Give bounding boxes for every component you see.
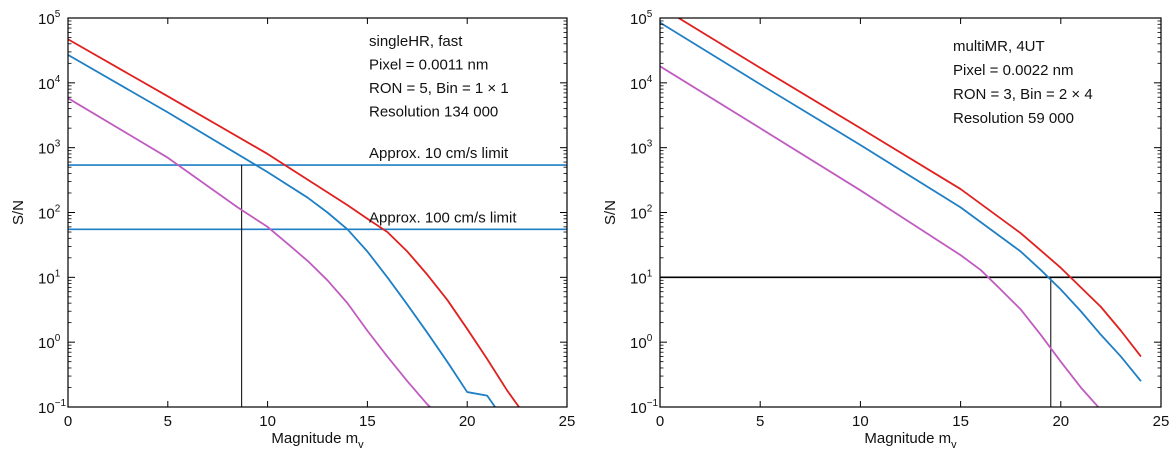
y-tick-base: 10 <box>38 335 55 352</box>
y-tick-base: 10 <box>630 270 647 287</box>
x-axis-label: Magnitude mv <box>271 430 364 451</box>
plot-frame <box>659 17 1162 408</box>
reference-line-label: Approx. 10 cm/s limit <box>369 145 509 162</box>
y-tick-base: 10 <box>630 206 647 223</box>
y-tick-label: 100 <box>38 333 61 352</box>
y-tick-exponent: 3 <box>647 139 653 150</box>
x-tick-label: 0 <box>64 413 72 430</box>
info-line: Pixel = 0.0022 nm <box>953 62 1074 79</box>
x-tick-label: 20 <box>459 413 476 430</box>
y-tick-exponent: 5 <box>55 9 61 20</box>
plot-area <box>68 38 567 407</box>
x-tick-label: 5 <box>756 413 764 430</box>
x-axis-label-text: Magnitude m <box>864 430 951 447</box>
y-tick-exponent: 1 <box>55 268 61 279</box>
y-tick-label: 104 <box>38 74 61 93</box>
x-tick-label: 25 <box>1153 413 1170 430</box>
x-axis-label-subscript: v <box>951 439 957 451</box>
series-line-2 <box>660 21 1142 382</box>
y-tick-base: 10 <box>38 270 55 287</box>
info-line: Pixel = 0.0011 nm <box>369 57 488 74</box>
series-line-2 <box>68 54 497 407</box>
info-line: RON = 3, Bin = 2 × 4 <box>953 86 1093 103</box>
series-line-3 <box>660 65 1100 407</box>
series-line-3 <box>68 97 432 407</box>
x-tick-label: 15 <box>952 413 969 430</box>
y-tick-exponent: 0 <box>647 333 653 344</box>
x-axis-label: Magnitude mv <box>864 430 957 451</box>
y-tick-exponent: 1 <box>647 268 653 279</box>
y-tick-base: 10 <box>38 11 55 28</box>
y-tick-base: 10 <box>38 141 55 158</box>
y-tick-exponent: 4 <box>647 74 653 85</box>
y-tick-exponent: 2 <box>55 204 61 215</box>
x-tick-label: 25 <box>559 413 576 430</box>
y-tick-exponent: −1 <box>55 398 67 409</box>
y-tick-base: 10 <box>38 206 55 223</box>
info-line: singleHR, fast <box>369 33 463 50</box>
y-tick-label: 101 <box>630 268 653 287</box>
y-tick-exponent: 4 <box>55 74 61 85</box>
info-line: RON = 5, Bin = 1 × 1 <box>369 80 509 97</box>
y-tick-base: 10 <box>630 11 647 28</box>
y-tick-base: 10 <box>630 335 647 352</box>
chart-panel-1: 0 5 10 15 20 2510−1100101102103104105Magnitud… <box>10 9 575 451</box>
y-tick-label: 102 <box>630 204 653 223</box>
y-tick-label: 10−1 <box>38 398 67 417</box>
x-tick-label: 5 <box>164 413 172 430</box>
y-tick-exponent: −1 <box>647 398 659 409</box>
x-tick-label: 10 <box>259 413 276 430</box>
info-line: Resolution 59 000 <box>953 110 1074 127</box>
series-line-1 <box>676 18 1142 358</box>
x-tick-label: 20 <box>1052 413 1069 430</box>
y-axis-label: S/N <box>10 200 27 225</box>
x-tick-label: 10 <box>852 413 869 430</box>
y-tick-base: 10 <box>38 400 55 417</box>
x-axis-label-text: Magnitude m <box>271 430 358 447</box>
x-axis-label-subscript: v <box>358 439 364 451</box>
y-tick-label: 10−1 <box>630 398 659 417</box>
y-tick-base: 10 <box>38 76 55 93</box>
y-axis-label: S/N <box>602 200 619 225</box>
plot-area <box>660 18 1161 407</box>
y-tick-label: 103 <box>630 139 653 158</box>
chart-panel-2: 0 5 10 15 20 2510−1100101102103104105Magnitud… <box>602 9 1170 451</box>
reference-line-label: Approx. 100 cm/s limit <box>369 209 517 226</box>
x-tick-label: 15 <box>359 413 376 430</box>
series-line-1 <box>68 38 521 407</box>
y-tick-base: 10 <box>630 400 647 417</box>
info-line: Resolution 134 000 <box>369 104 498 121</box>
y-tick-label: 104 <box>630 74 653 93</box>
y-tick-base: 10 <box>630 76 647 93</box>
x-tick-label: 0 <box>656 413 664 430</box>
y-tick-label: 101 <box>38 268 61 287</box>
y-tick-label: 100 <box>630 333 653 352</box>
y-tick-label: 105 <box>38 9 61 28</box>
y-tick-exponent: 3 <box>55 139 61 150</box>
y-tick-label: 103 <box>38 139 61 158</box>
y-tick-exponent: 0 <box>55 333 61 344</box>
info-line: multiMR, 4UT <box>953 38 1045 55</box>
y-tick-base: 10 <box>630 141 647 158</box>
y-tick-exponent: 2 <box>647 204 653 215</box>
y-tick-label: 105 <box>630 9 653 28</box>
y-tick-exponent: 5 <box>647 9 653 20</box>
y-tick-label: 102 <box>38 204 61 223</box>
